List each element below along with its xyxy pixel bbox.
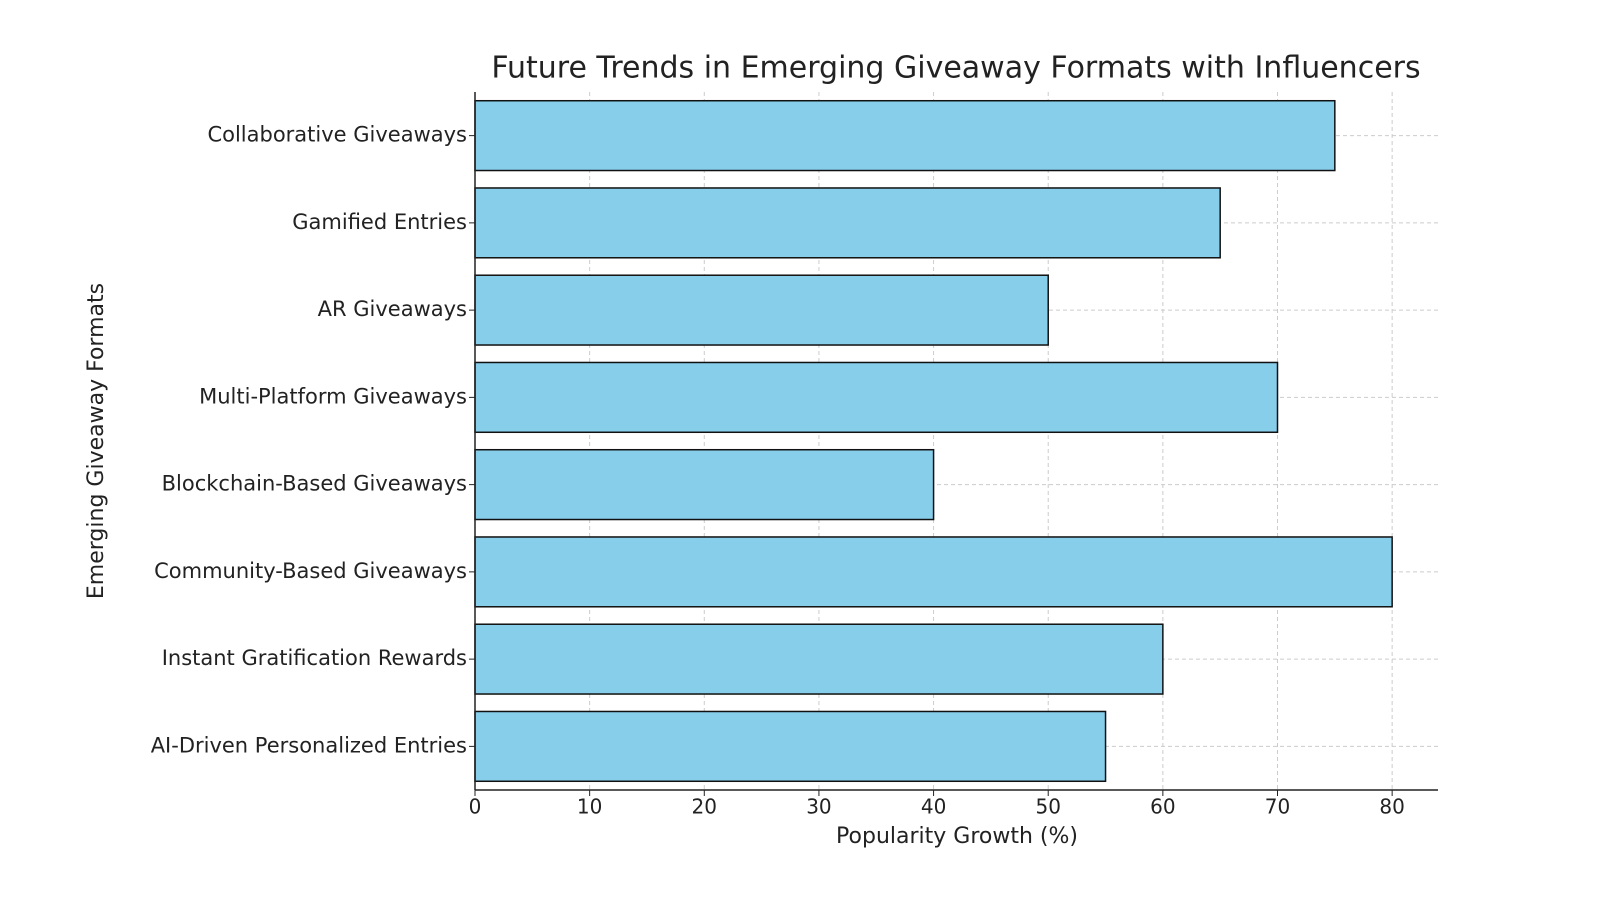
bar [474,187,1221,259]
x-tick-label: 70 [1265,795,1290,819]
x-axis-label: Popularity Growth (%) [836,824,1078,849]
y-tick-label: AR Giveaways [318,297,467,321]
y-tick-label: Collaborative Giveaways [207,123,467,147]
y-tick-label: AI-Driven Personalized Entries [151,733,467,757]
x-tick-label: 40 [921,795,946,819]
bar [474,274,1049,346]
y-tick-label: Gamified Entries [292,210,467,234]
x-tick-label: 60 [1150,795,1175,819]
bar [474,99,1336,172]
y-axis-label: Emerging Giveaway Formats [84,283,109,599]
bar [474,448,935,521]
bar [474,361,1279,434]
x-tick-label: 50 [1035,795,1060,819]
bar [474,623,1164,695]
x-tick-label: 20 [692,795,717,819]
x-tick-label: 80 [1379,795,1404,819]
y-tick-label: Instant Gratification Rewards [162,646,467,670]
y-tick-label: Community-Based Giveaways [154,559,467,583]
x-tick-label: 10 [577,795,602,819]
x-tick-label: 30 [806,795,831,819]
chart-title: Future Trends in Emerging Giveaway Forma… [491,51,1420,86]
bar [474,536,1393,608]
x-tick-label: 0 [469,795,482,819]
y-tick-label: Multi-Platform Giveaways [199,384,467,408]
bar [474,710,1107,783]
y-tick-label: Blockchain-Based Giveaways [162,472,467,496]
